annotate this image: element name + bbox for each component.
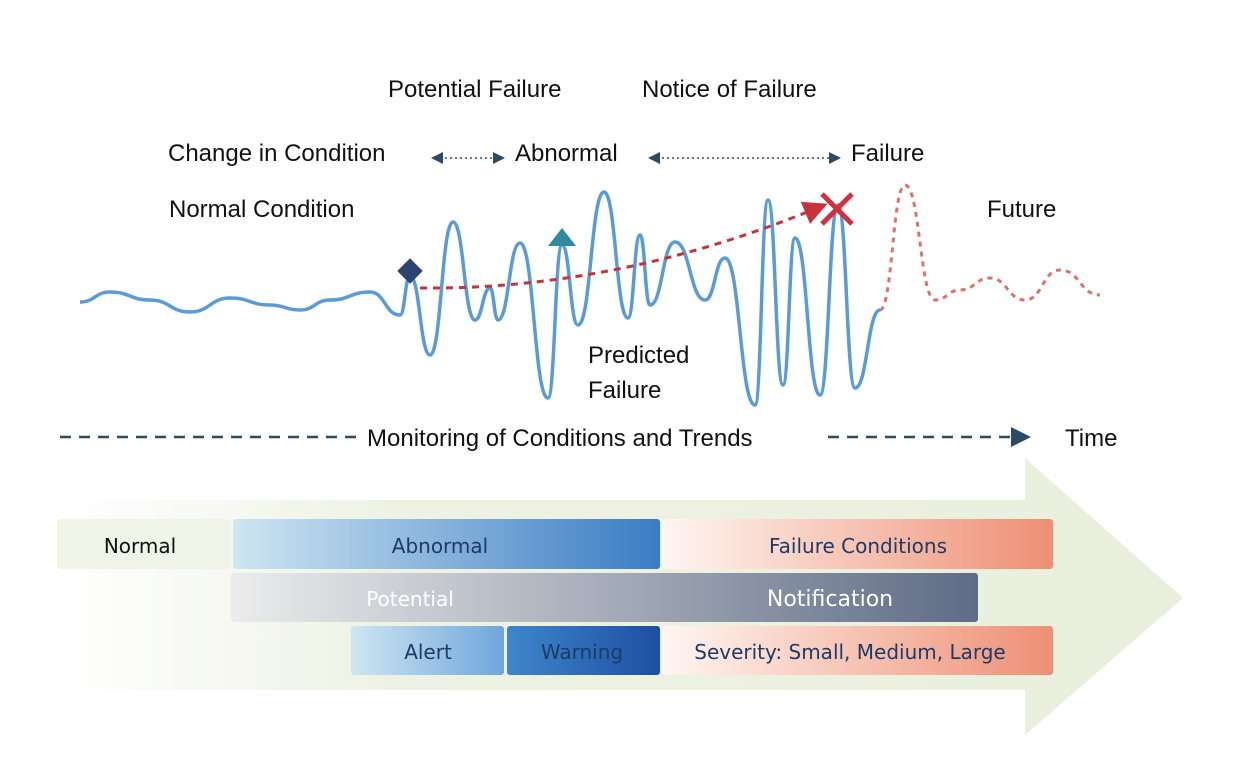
diamond-marker — [397, 258, 423, 284]
band — [351, 626, 504, 675]
band-label: Failure Conditions — [769, 534, 947, 558]
label: Failure — [851, 140, 924, 167]
band — [662, 519, 1053, 569]
band-label: Abnormal — [392, 534, 488, 558]
label: Potential Failure — [388, 76, 561, 103]
label: Abnormal — [515, 140, 618, 167]
band — [507, 626, 660, 675]
band — [662, 626, 1053, 675]
label: Predicted — [588, 342, 689, 369]
label: Notice of Failure — [642, 76, 817, 103]
band-label: Notification — [767, 587, 893, 612]
label: Normal Condition — [169, 196, 354, 223]
failure-cross — [820, 192, 854, 226]
band-label: Normal — [104, 534, 176, 558]
triangle-marker — [548, 228, 576, 246]
label: Failure — [588, 377, 661, 404]
band-label: Alert — [404, 640, 452, 664]
band-label: Severity: Small, Medium, Large — [694, 640, 1005, 664]
band-label: Potential — [366, 587, 454, 611]
signal-wave — [79, 190, 881, 407]
timeline-label: Time — [1065, 425, 1117, 452]
band — [231, 573, 978, 622]
band — [57, 519, 231, 569]
trend-line — [419, 201, 828, 290]
label: Change in Condition — [168, 140, 386, 167]
timeline-label: Monitoring of Conditions and Trends — [367, 425, 753, 452]
label: Future — [987, 196, 1056, 223]
band-label: Warning — [541, 640, 623, 664]
band — [233, 519, 660, 569]
future-wave — [878, 183, 1101, 312]
